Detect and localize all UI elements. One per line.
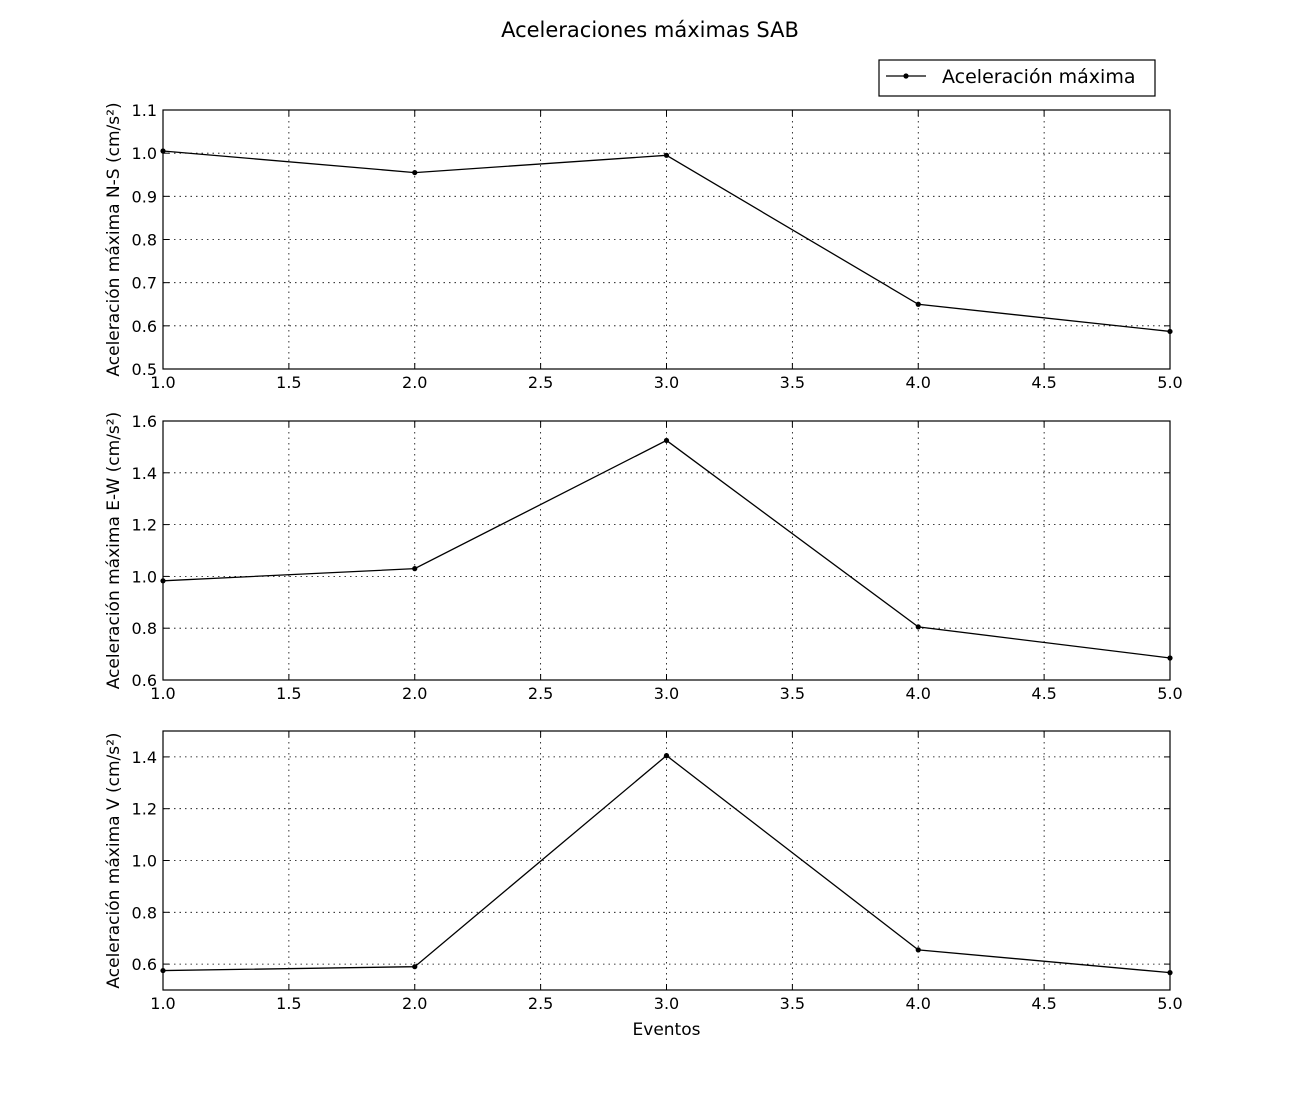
y-tick-label: 1.4	[132, 748, 157, 767]
subplots: 1.0 1.5 2.0 2.5 3.0 3.5 4.0 4.5 5.0 0.5 0.6 0.7 0.8 0…	[104, 101, 1183, 1040]
x-tick-label: 3.5	[780, 684, 805, 703]
data-point	[915, 947, 921, 953]
y-tick-label: 1.0	[132, 144, 157, 163]
x-tick-label: 3.0	[654, 994, 679, 1013]
x-tick-label: 4.0	[906, 994, 931, 1013]
legend-box	[878, 59, 1156, 97]
x-tick-label: 5.0	[1157, 373, 1182, 392]
x-tick-label: 1.5	[276, 373, 301, 392]
y-axis-label: Aceleración máxima V (cm/s²)	[104, 732, 124, 988]
y-tick-label: 1.2	[132, 516, 157, 535]
data-point	[663, 753, 670, 759]
x-tick-label: 1.0	[150, 684, 175, 703]
y-tick-label: 1.6	[132, 412, 157, 431]
x-tick-label: 1.5	[276, 994, 301, 1013]
x-tick-label: 4.5	[1031, 373, 1056, 392]
x-tick-label: 3.5	[780, 994, 805, 1013]
y-tick-label: 0.9	[132, 187, 157, 206]
y-tick-label: 0.7	[132, 274, 157, 293]
y-tick-label: 1.2	[132, 800, 157, 819]
subplot-v: 1.0 1.5 2.0 2.5 3.0 3.5 4.0 4.5 5.0 0.6 0.8 1.0 1.2 1…	[104, 730, 1183, 1040]
x-tick-label: 3.5	[780, 373, 805, 392]
data-point	[160, 578, 166, 584]
series-line	[162, 150, 1171, 333]
x-tick-label: 2.5	[528, 994, 553, 1013]
y-tick-label: 0.6	[132, 955, 157, 974]
y-tick-label: 0.5	[132, 360, 157, 379]
data-point	[1167, 970, 1173, 976]
x-tick-label: 2.0	[402, 994, 427, 1013]
x-axis-label: Eventos	[633, 1020, 701, 1040]
subplot-ns: 1.0 1.5 2.0 2.5 3.0 3.5 4.0 4.5 5.0 0.5 0.6 0.7 0.8 0…	[104, 101, 1183, 392]
data-point	[412, 964, 418, 970]
x-tick-label: 4.0	[906, 373, 931, 392]
x-tick-label: 1.0	[150, 994, 175, 1013]
x-tick-label: 5.0	[1157, 684, 1182, 703]
x-tick-label: 3.0	[654, 684, 679, 703]
y-tick-label: 0.8	[132, 231, 157, 250]
x-tick-label: 1.5	[276, 684, 301, 703]
y-axis-label: Aceleración máxima N-S (cm/s²)	[104, 102, 124, 376]
x-tick-label: 1.0	[150, 373, 175, 392]
y-tick-label: 0.6	[132, 671, 157, 690]
chart-title: Aceleraciones máximas SAB	[501, 18, 799, 42]
data-point	[915, 301, 921, 307]
legend: Aceleración máxima	[878, 59, 1156, 97]
data-point	[915, 624, 921, 630]
y-tick-label: 1.1	[132, 101, 157, 120]
y-tick-label: 1.4	[132, 464, 157, 483]
subplot-ew: 1.0 1.5 2.0 2.5 3.0 3.5 4.0 4.5 5.0 0.6 0.8 1.0 1.2 1…	[104, 412, 1183, 703]
legend-label: Aceleración máxima	[942, 66, 1135, 88]
x-tick-label: 2.5	[528, 684, 553, 703]
y-tick-label: 0.8	[132, 903, 157, 922]
y-tick-label: 1.0	[132, 852, 157, 871]
x-tick-label: 4.5	[1031, 994, 1056, 1013]
data-point	[412, 169, 418, 176]
y-tick-label: 1.0	[132, 567, 157, 586]
x-tick-label: 4.0	[906, 684, 931, 703]
x-tick-label: 2.5	[528, 373, 553, 392]
data-point	[663, 152, 670, 158]
y-tick-label: 0.8	[132, 619, 157, 638]
y-axis-label: Aceleración máxima E-W (cm/s²)	[104, 412, 124, 690]
data-point	[1167, 328, 1173, 335]
x-tick-label: 5.0	[1157, 994, 1182, 1013]
data-point	[160, 967, 166, 974]
data-point	[663, 437, 670, 444]
data-point	[412, 566, 418, 572]
data-point	[1167, 655, 1173, 661]
legend-marker-sample	[903, 73, 909, 79]
x-tick-label: 4.5	[1031, 684, 1056, 703]
data-point	[160, 148, 166, 154]
y-tick-label: 0.6	[132, 317, 157, 336]
x-tick-label: 3.0	[654, 373, 679, 392]
x-tick-label: 2.0	[402, 684, 427, 703]
x-tick-label: 2.0	[402, 373, 427, 392]
